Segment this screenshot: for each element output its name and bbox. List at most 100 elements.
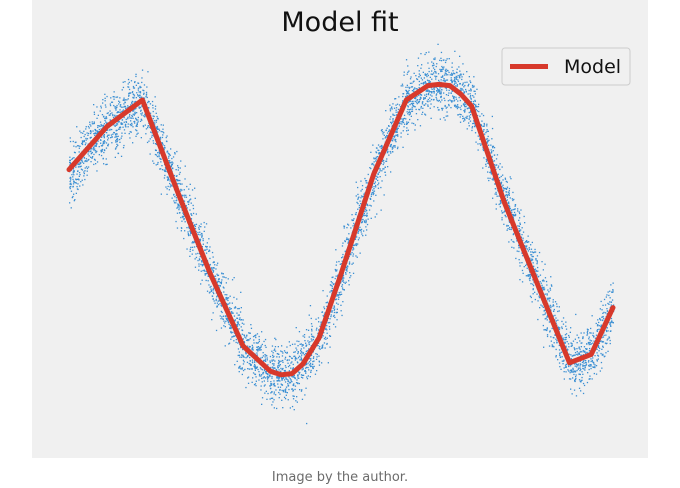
scatter-point <box>239 311 242 313</box>
scatter-point <box>605 352 607 354</box>
scatter-point <box>268 374 271 377</box>
scatter-point <box>135 100 137 103</box>
scatter-point <box>93 133 95 135</box>
scatter-point <box>114 125 116 127</box>
scatter-point <box>531 254 533 256</box>
scatter-point <box>81 158 83 160</box>
scatter-point <box>71 174 73 176</box>
scatter-point <box>128 95 130 97</box>
scatter-point <box>255 380 257 382</box>
scatter-point <box>154 143 157 145</box>
scatter-point <box>453 96 455 98</box>
scatter-point <box>332 307 334 309</box>
scatter-point <box>303 354 305 356</box>
scatter-point <box>578 352 580 355</box>
scatter-point <box>451 66 453 68</box>
scatter-point <box>318 329 320 331</box>
scatter-point <box>439 101 442 103</box>
scatter-point <box>208 249 210 251</box>
scatter-point <box>342 288 344 291</box>
scatter-point <box>277 346 279 348</box>
scatter-point <box>171 163 173 166</box>
scatter-point <box>129 92 132 94</box>
scatter-point <box>198 225 200 227</box>
scatter-point <box>364 214 366 217</box>
scatter-point <box>316 353 318 356</box>
scatter-point <box>329 335 332 337</box>
scatter-point <box>549 331 551 333</box>
scatter-point <box>519 262 521 264</box>
scatter-point <box>152 160 154 162</box>
scatter-point <box>265 354 267 357</box>
scatter-point <box>147 100 150 102</box>
scatter-point <box>289 407 291 409</box>
scatter-point <box>377 156 379 158</box>
scatter-point <box>395 141 397 143</box>
scatter-point <box>241 329 243 331</box>
scatter-point <box>433 106 435 108</box>
scatter-point <box>313 365 315 368</box>
scatter-point <box>194 224 196 226</box>
scatter-point <box>76 173 78 175</box>
scatter-point <box>87 159 89 161</box>
scatter-point <box>446 58 448 60</box>
scatter-point <box>555 348 557 351</box>
scatter-point <box>243 361 245 363</box>
scatter-point <box>585 360 587 362</box>
scatter-point <box>165 168 167 170</box>
scatter-point <box>491 127 494 130</box>
scatter-point <box>90 131 92 133</box>
scatter-point <box>396 131 398 133</box>
scatter-point <box>140 110 142 112</box>
scatter-point <box>493 147 496 149</box>
scatter-point <box>246 361 249 363</box>
scatter-point <box>570 378 572 380</box>
scatter-point <box>184 165 186 167</box>
scatter-point <box>296 401 298 403</box>
scatter-point <box>82 132 84 134</box>
scatter-point <box>91 157 93 159</box>
scatter-point <box>429 97 431 99</box>
scatter-point <box>341 245 344 247</box>
scatter-point <box>312 357 315 359</box>
scatter-point <box>407 105 409 107</box>
scatter-point <box>467 84 469 87</box>
scatter-point <box>106 95 108 98</box>
scatter-point <box>505 194 507 196</box>
scatter-point <box>84 144 86 146</box>
scatter-point <box>297 352 299 355</box>
scatter-point <box>210 288 212 290</box>
scatter-point <box>172 167 174 169</box>
scatter-point <box>325 338 327 340</box>
scatter-point <box>122 109 125 111</box>
scatter-point <box>304 394 306 396</box>
scatter-point <box>133 114 135 116</box>
scatter-point <box>388 125 390 127</box>
scatter-point <box>520 229 522 231</box>
scatter-point <box>326 337 328 339</box>
scatter-point <box>451 62 453 64</box>
scatter-point <box>99 121 102 123</box>
scatter-point <box>563 367 565 369</box>
scatter-point <box>308 364 311 366</box>
scatter-point <box>453 80 455 82</box>
scatter-point <box>278 365 281 367</box>
scatter-point <box>116 124 118 126</box>
scatter-point <box>170 162 172 164</box>
scatter-point <box>539 274 542 276</box>
scatter-point <box>491 115 493 118</box>
scatter-point <box>316 370 318 372</box>
scatter-point <box>298 331 301 333</box>
scatter-point <box>363 213 365 215</box>
scatter-point <box>549 289 552 291</box>
scatter-point <box>557 326 559 328</box>
scatter-point <box>252 335 255 338</box>
scatter-point <box>302 374 305 376</box>
scatter-point <box>605 334 607 336</box>
scatter-point <box>222 318 224 320</box>
scatter-point <box>444 119 446 121</box>
scatter-point <box>245 351 247 353</box>
scatter-point <box>249 360 251 362</box>
scatter-point <box>609 330 612 332</box>
scatter-point <box>97 125 99 127</box>
